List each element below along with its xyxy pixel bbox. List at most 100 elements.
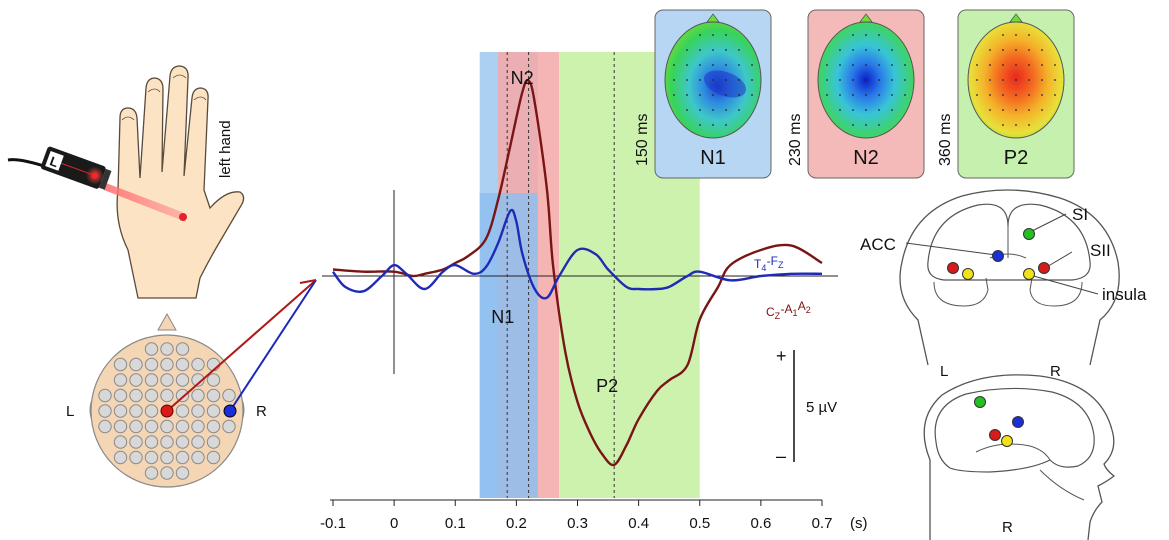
x-tick-label: 0.7 xyxy=(812,515,833,532)
sag-insula-dot xyxy=(1001,435,1013,447)
laser-device: L xyxy=(40,146,112,190)
scalp-electrode-map: L R xyxy=(66,312,267,488)
topomap-peak-label: N1 xyxy=(700,147,726,169)
scalp-right-label: R xyxy=(256,403,267,420)
topomap-latency-label: 360 ms xyxy=(937,114,954,166)
left-hand-icon xyxy=(116,65,245,299)
topomap-n1: N1 150 ms xyxy=(634,9,772,179)
amplitude-scale-bar: + – 5 µV xyxy=(776,346,837,466)
coronal-left-label: L xyxy=(940,363,948,380)
electrode xyxy=(129,419,143,434)
cz-derivation-line xyxy=(166,279,317,412)
electrode xyxy=(129,404,143,418)
x-tick-label: 0 xyxy=(390,515,398,532)
electrode xyxy=(113,404,128,418)
series-label-1: T4 -FZ xyxy=(754,254,784,273)
sii-right-dot xyxy=(1038,262,1050,274)
scale-minus: – xyxy=(776,446,786,466)
electrode xyxy=(160,435,174,449)
sii-label: SII xyxy=(1090,241,1111,260)
electrode xyxy=(160,466,174,480)
topomap-n2: N2 230 ms xyxy=(787,9,925,179)
peak-label-p2: P2 xyxy=(596,376,618,396)
sagittal-label: R xyxy=(1002,519,1013,536)
electrode xyxy=(129,435,143,449)
electrode xyxy=(144,373,159,387)
peak-label-n2: N2 xyxy=(511,68,534,88)
electrode xyxy=(129,357,143,372)
peak-labels: N1 N2 P2 xyxy=(491,68,618,396)
electrode xyxy=(113,357,128,372)
electrode xyxy=(191,388,205,403)
x-tick-label: 0.2 xyxy=(506,515,527,532)
topomap-peak-label: N2 xyxy=(853,147,879,169)
erp-chart: N1 N2 P2 CZ -A1 A2 T4 -FZ + – 5 µV -0.1 0 0.… xyxy=(320,52,868,532)
electrode xyxy=(206,450,221,465)
x-axis: -0.1 0 0.1 0.2 0.3 0.4 0.5 0.6 0.7 xyxy=(320,499,833,532)
x-tick-label: 0.6 xyxy=(750,515,771,532)
scale-label: 5 µV xyxy=(806,399,837,416)
scale-plus: + xyxy=(776,346,787,366)
electrode xyxy=(144,435,159,449)
x-tick-label: 0.1 xyxy=(445,515,466,532)
acc-label: ACC xyxy=(860,235,896,254)
electrode xyxy=(222,419,236,434)
si-dot xyxy=(1023,228,1035,240)
electrode xyxy=(113,435,128,449)
scalp-left-label: L xyxy=(66,403,74,420)
electrode xyxy=(175,450,190,465)
electrode xyxy=(144,450,159,465)
electrode-grid xyxy=(98,342,236,480)
electrode xyxy=(175,404,190,418)
x-tick-label: 0.3 xyxy=(567,515,588,532)
peak-label-n1: N1 xyxy=(491,307,514,327)
sag-sii-dot xyxy=(989,429,1001,441)
electrode xyxy=(160,419,174,434)
si-label: SI xyxy=(1072,205,1088,224)
coronal-right-label: R xyxy=(1050,363,1061,380)
electrode xyxy=(206,373,221,387)
electrode xyxy=(175,357,190,372)
electrode xyxy=(160,342,174,356)
x-axis-unit: (s) xyxy=(850,515,868,532)
t4-derivation-line xyxy=(229,279,317,412)
sagittal-brain-outline xyxy=(934,387,1095,473)
electrode xyxy=(191,450,205,465)
electrode xyxy=(113,419,128,434)
waveforms xyxy=(332,78,823,467)
electrode xyxy=(206,404,221,418)
series-label-0: CZ -A1 A2 xyxy=(766,299,811,321)
electrode xyxy=(175,388,190,403)
electrode xyxy=(98,388,112,403)
electrode xyxy=(175,466,190,480)
electrode xyxy=(191,419,205,434)
electrode xyxy=(206,388,221,403)
electrode xyxy=(144,388,159,403)
series-labels: CZ -A1 A2 T4 -FZ xyxy=(754,254,811,321)
electrode xyxy=(160,388,174,403)
electrode xyxy=(191,404,205,418)
sag-si-dot xyxy=(974,396,986,408)
electrode xyxy=(206,419,221,434)
latency-windows xyxy=(479,52,700,498)
electrode xyxy=(144,404,159,418)
insula-left-dot xyxy=(962,268,974,280)
sagittal-brain-diagram: R xyxy=(923,374,1116,540)
t4-electrode xyxy=(223,404,237,418)
series-line-1 xyxy=(332,208,823,300)
electrode xyxy=(175,373,190,387)
electrode xyxy=(113,388,128,403)
electrode xyxy=(191,435,205,449)
topographic-maps: N1 150 ms N2 230 ms P2 360 ms xyxy=(634,9,1075,179)
electrode xyxy=(160,450,174,465)
coronal-brain-diagram: ACC SI SII insula L R xyxy=(860,189,1147,380)
hand-illustration: left hand L xyxy=(7,65,245,299)
sagittal-head-outline xyxy=(923,374,1116,540)
topomap-peak-label: P2 xyxy=(1004,147,1028,169)
sag-acc-dot xyxy=(1012,416,1024,428)
electrode xyxy=(98,419,112,434)
electrode xyxy=(160,373,174,387)
electrode xyxy=(113,450,128,465)
electrode xyxy=(129,373,143,387)
